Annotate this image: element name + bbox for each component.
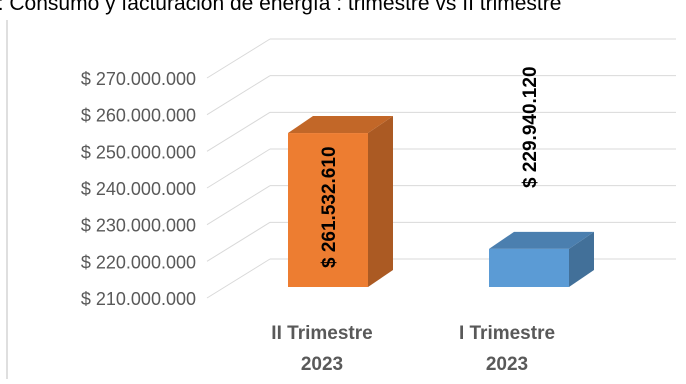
bars — [288, 116, 594, 288]
gridline-slant — [206, 111, 271, 152]
y-tick-label: $ 260.000.000 — [81, 106, 196, 126]
x-axis-categories: II Trimestre 2023 I Trimestre 2023 — [271, 323, 555, 375]
x-category-label-line2: 2023 — [486, 354, 528, 375]
y-tick-label: $ 240.000.000 — [81, 179, 196, 199]
y-tick-label: $ 220.000.000 — [81, 252, 196, 272]
bar-side-face — [569, 231, 594, 287]
x-category-label-line1: I Trimestre — [459, 323, 555, 344]
gridline-slant — [206, 75, 271, 116]
bar-2 — [489, 231, 594, 287]
data-label: $ 229.940.120 — [520, 66, 541, 188]
bar-top-face — [288, 116, 393, 134]
x-category-label-line2: 2023 — [301, 354, 343, 375]
gridline-slant — [206, 258, 271, 299]
chart-title: Tabla 4: Consumo y facturación de energí… — [0, 0, 561, 15]
y-tick-label: $ 230.000.000 — [81, 216, 196, 236]
bar-front-face — [288, 133, 368, 287]
data-label: $ 261.532.610 — [319, 146, 340, 268]
bar-top-face — [489, 231, 594, 249]
gridlines — [206, 38, 676, 299]
y-tick-label: $ 250.000.000 — [81, 142, 196, 162]
y-axis-ticks: $ 210.000.000 $ 220.000.000 $ 230.000.000 $… — [81, 69, 196, 309]
data-labels: $ 261.532.610 $ 229.940.120 — [319, 66, 541, 268]
bar-1 — [288, 116, 393, 288]
bar-front-face — [489, 248, 569, 287]
gridline-slant — [206, 185, 271, 226]
gridline-slant — [206, 148, 271, 189]
x-category-label-line1: II Trimestre — [271, 323, 372, 344]
gridline-slant — [206, 221, 271, 262]
gridline-slant — [206, 38, 271, 79]
y-tick-label: $ 210.000.000 — [81, 289, 196, 309]
y-tick-label: $ 270.000.000 — [81, 69, 196, 89]
bar-side-face — [368, 116, 393, 288]
